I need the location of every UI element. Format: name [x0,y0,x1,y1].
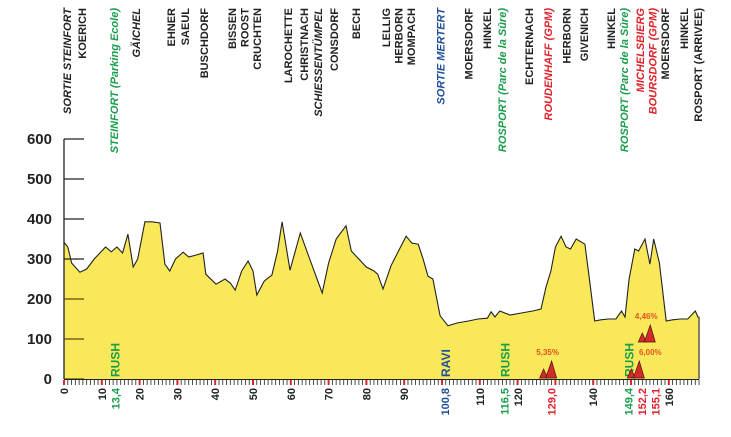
place-label: MOMPACH [406,8,418,65]
special-km-label: 152,2 [637,388,649,416]
elevation-line [63,221,699,327]
y-tick-label: 500 [27,171,52,188]
x-tick-label: 80 [361,388,373,400]
special-km-label: 100,8 [440,388,452,416]
place-label: ECHTERNACH [524,8,536,85]
special-km-label: 116,5 [499,388,511,415]
place-label: SORTIE MERTERT [436,7,448,105]
climb-triangle [643,323,656,343]
place-label: EHNER [166,8,178,47]
place-label: ROSPORT (ARRIVEE) [693,8,705,122]
x-tick-label: 30 [172,388,184,400]
place-label: CHRISTNACH [299,8,311,81]
x-tick-label: 90 [399,388,411,400]
place-label: KOERICH [77,8,89,59]
place-label: STEINFORT (Parking Ecole) [109,8,121,154]
place-label: MOERSDORF [464,8,476,80]
y-tick-label: 200 [27,291,52,308]
climb-gradient-label: 4,46% [635,312,658,321]
x-tick-label: 0 [59,388,71,394]
place-label: SORTIE STEINFORT [62,7,74,114]
sprint-marker: RUSH [109,343,123,377]
x-tick-label: 110 [475,388,487,406]
x-tick-label: 20 [135,388,147,400]
y-tick-label: 400 [27,211,52,228]
place-label: ROOST [239,8,251,47]
special-km-label: 155,1 [651,388,663,416]
place-label: MICHELSBIERG [635,8,647,93]
x-tick-label: 140 [588,388,600,406]
x-tick-label: 160 [664,388,676,406]
place-label: BECH [351,8,363,39]
y-tick-label: 100 [27,331,52,348]
special-km-label: 149,4 [624,387,636,415]
climb-small-triangle [539,368,549,379]
place-label: GÄICHEL [130,8,143,58]
place-label: MOERSDORF [660,8,672,80]
x-tick-label: 70 [324,388,336,400]
climb-small-triangle [637,332,647,343]
place-label: CONSDORF [329,8,341,71]
special-km-label: 13,4 [110,387,122,409]
x-tick-label: 10 [97,388,109,400]
place-label: SAEUL [180,8,192,46]
place-label: HERBORN [562,8,574,64]
y-tick-label: 300 [27,251,52,268]
sprint-marker: RUSH [623,343,637,377]
place-label: SCHIESSENTÜMPEL [312,8,325,117]
x-tick-label: 120 [513,388,525,406]
climb-triangle [632,359,645,379]
place-label: HINKEL [482,8,494,49]
place-label: LELLIG [381,8,393,47]
climb-triangle [545,359,558,379]
place-label: CRUCHTEN [252,8,264,70]
y-tick-label: 600 [27,131,52,148]
place-label: LAROCHETTE [283,8,295,83]
place-label: ROUDENHAFF (GPM) [543,8,555,121]
sprint-marker: RAVI [439,349,453,377]
place-label: ROSPORT (Parc de la Sûre) [619,8,631,152]
climb-small-triangle [626,368,636,379]
place-label: BUSCHDORF [199,8,211,79]
place-label: HINKEL [679,8,691,49]
climb-gradient-label: 5,35% [536,348,559,357]
sprint-marker: RUSH [498,343,512,377]
x-tick-label: 60 [286,388,298,400]
place-label: HERBORN [394,8,406,64]
place-label: BISSEN [227,8,239,49]
place-label: BOURSDORF (GPM) [648,8,660,115]
place-label: GIVENICH [579,8,591,61]
y-tick-label: 0 [44,371,52,388]
x-tick-label: 40 [210,388,222,400]
elevation-area [64,221,700,379]
place-label: ROSPORT (Parc de la Sûre) [497,8,509,152]
x-tick-label: 50 [248,388,260,400]
climb-gradient-label: 6,00% [639,348,662,357]
special-km-label: 129,0 [547,388,559,416]
place-label: HINKEL [606,8,618,49]
